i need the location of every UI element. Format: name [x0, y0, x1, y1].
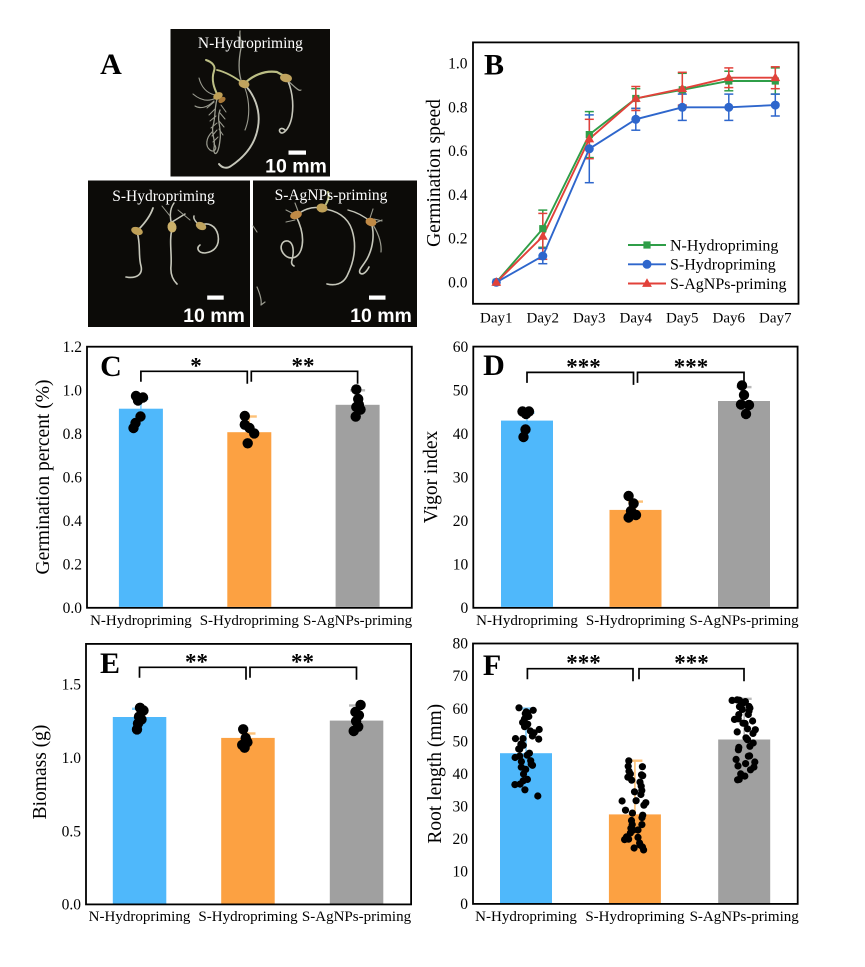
svg-text:0.6: 0.6 [63, 470, 83, 487]
svg-text:**: ** [185, 649, 208, 674]
svg-text:1.2: 1.2 [63, 339, 82, 356]
svg-text:10 mm: 10 mm [350, 305, 412, 327]
svg-text:10: 10 [453, 557, 469, 574]
svg-text:Biomass (g): Biomass (g) [30, 725, 51, 820]
svg-text:N-Hydropriming: N-Hydropriming [90, 613, 192, 629]
svg-text:30: 30 [453, 469, 469, 486]
svg-text:***: *** [566, 354, 601, 379]
svg-text:30: 30 [453, 798, 469, 815]
svg-text:S-AgNPs-priming: S-AgNPs-priming [302, 909, 412, 925]
svg-text:B: B [484, 49, 504, 82]
svg-text:10: 10 [453, 864, 469, 881]
svg-text:C: C [100, 350, 122, 383]
svg-text:80: 80 [453, 636, 469, 653]
svg-text:***: *** [566, 651, 601, 676]
svg-text:S-Hydropriming: S-Hydropriming [670, 257, 776, 274]
svg-text:0: 0 [461, 600, 469, 617]
svg-text:Germination percent (%): Germination percent (%) [33, 380, 54, 575]
svg-text:50: 50 [453, 382, 469, 399]
svg-text:0.2: 0.2 [63, 557, 82, 574]
svg-text:40: 40 [453, 426, 469, 443]
svg-text:N-Hydropriming: N-Hydropriming [476, 613, 578, 629]
svg-text:0.5: 0.5 [62, 823, 82, 840]
svg-text:0.8: 0.8 [448, 100, 468, 117]
svg-text:Day4: Day4 [620, 311, 653, 327]
svg-text:S-Hydropriming: S-Hydropriming [200, 613, 300, 629]
svg-text:0: 0 [460, 896, 468, 913]
svg-text:**: ** [291, 649, 314, 674]
svg-text:10 mm: 10 mm [183, 305, 245, 327]
svg-text:***: *** [674, 354, 709, 379]
svg-text:S-AgNPs-priming: S-AgNPs-priming [670, 276, 786, 293]
svg-text:S-AgNPs-priming: S-AgNPs-priming [303, 613, 413, 629]
svg-text:1.0: 1.0 [63, 382, 83, 399]
svg-text:0.0: 0.0 [448, 275, 468, 292]
svg-text:1.5: 1.5 [62, 677, 82, 694]
svg-text:S-AgNPs-priming: S-AgNPs-priming [690, 909, 800, 925]
svg-text:N-Hydropriming: N-Hydropriming [198, 35, 303, 52]
svg-text:Day3: Day3 [573, 311, 606, 327]
svg-text:A: A [100, 48, 122, 81]
svg-text:S-AgNPs-priming: S-AgNPs-priming [689, 613, 799, 629]
svg-text:***: *** [674, 651, 709, 676]
svg-text:**: ** [292, 353, 315, 378]
svg-text:Day2: Day2 [527, 311, 560, 327]
svg-text:Day5: Day5 [666, 311, 699, 327]
svg-text:Day7: Day7 [759, 311, 792, 327]
svg-text:F: F [483, 649, 501, 682]
svg-text:Germination speed: Germination speed [424, 99, 445, 247]
svg-text:20: 20 [453, 513, 469, 530]
svg-text:E: E [100, 647, 120, 680]
svg-text:S-AgNPs-priming: S-AgNPs-priming [275, 187, 388, 204]
svg-text:0.6: 0.6 [448, 143, 468, 160]
svg-text:40: 40 [453, 766, 469, 783]
svg-text:0.4: 0.4 [448, 187, 468, 204]
svg-text:60: 60 [453, 701, 469, 718]
svg-text:N-Hydropriming: N-Hydropriming [89, 909, 191, 925]
svg-text:0.4: 0.4 [63, 513, 83, 530]
svg-text:N-Hydropriming: N-Hydropriming [670, 237, 778, 254]
svg-text:S-Hydropriming: S-Hydropriming [112, 188, 215, 205]
svg-text:Root length (mm): Root length (mm) [425, 704, 446, 844]
svg-text:S-Hydropriming: S-Hydropriming [586, 613, 686, 629]
svg-text:1.0: 1.0 [62, 750, 82, 767]
svg-text:50: 50 [453, 733, 469, 750]
svg-text:S-Hydropriming: S-Hydropriming [198, 909, 298, 925]
svg-text:0.0: 0.0 [62, 897, 82, 914]
svg-text:0.8: 0.8 [63, 426, 83, 443]
svg-text:0.0: 0.0 [63, 600, 83, 617]
svg-text:20: 20 [453, 831, 469, 848]
svg-text:70: 70 [453, 668, 469, 685]
svg-text:N-Hydropriming: N-Hydropriming [475, 909, 577, 925]
svg-text:Day6: Day6 [713, 311, 746, 327]
svg-text:10 mm: 10 mm [265, 156, 327, 178]
svg-text:1.0: 1.0 [448, 56, 468, 73]
svg-text:Day1: Day1 [480, 311, 513, 327]
svg-text:0.2: 0.2 [448, 231, 467, 248]
svg-text:D: D [483, 349, 505, 382]
svg-text:*: * [190, 353, 202, 378]
svg-text:60: 60 [453, 339, 469, 356]
svg-text:S-Hydropriming: S-Hydropriming [585, 909, 685, 925]
svg-text:Vigor index: Vigor index [421, 430, 442, 523]
